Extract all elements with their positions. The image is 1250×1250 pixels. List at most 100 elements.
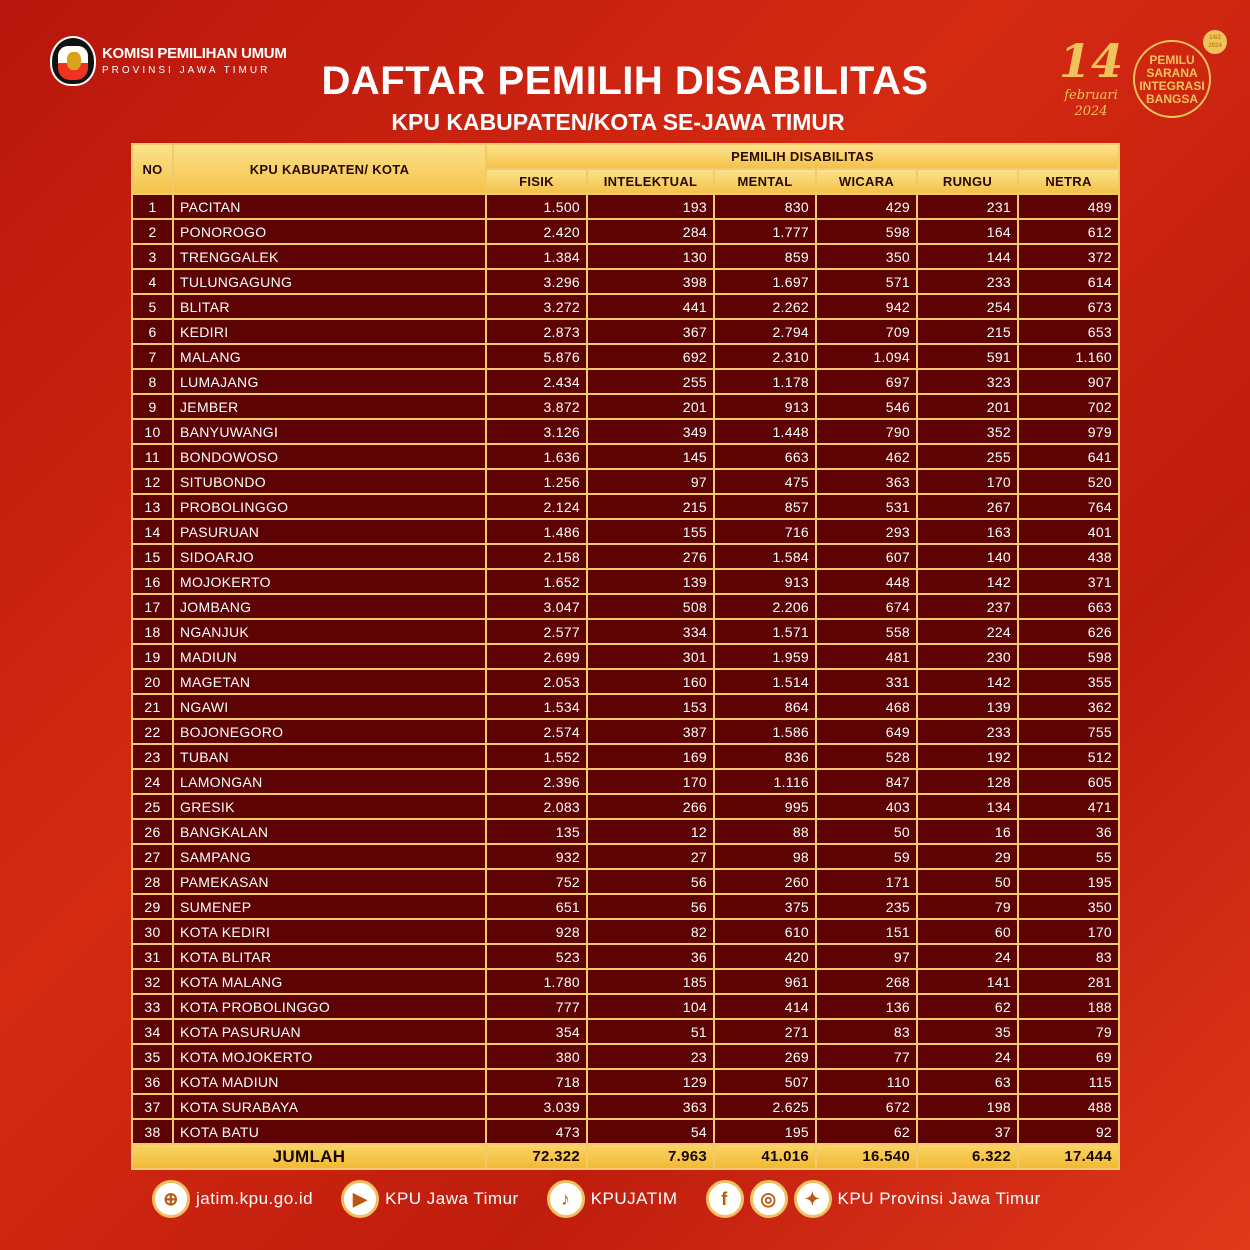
table-row: 17 JOMBANG 3.047 508 2.206 674 237 663 bbox=[131, 593, 1120, 620]
region-name: KOTA KEDIRI bbox=[172, 918, 487, 945]
page-title: DAFTAR PEMILIH DISABILITAS bbox=[321, 59, 929, 103]
cell-wicara: 649 bbox=[815, 718, 918, 745]
row-no: 4 bbox=[131, 268, 174, 295]
cell-rungu: 192 bbox=[916, 743, 1019, 770]
cell-rungu: 24 bbox=[916, 943, 1019, 970]
cell-rungu: 233 bbox=[916, 268, 1019, 295]
cell-fisik: 3.047 bbox=[485, 593, 588, 620]
election-date-logo: 14 februari 2024 bbox=[1058, 34, 1124, 120]
cell-fisik: 1.500 bbox=[485, 193, 588, 220]
cell-intelektual: 367 bbox=[586, 318, 715, 345]
cell-intelektual: 36 bbox=[586, 943, 715, 970]
table-row: 11 BONDOWOSO 1.636 145 663 462 255 641 bbox=[131, 443, 1120, 470]
region-name: LAMONGAN bbox=[172, 768, 487, 795]
cell-mental: 836 bbox=[713, 743, 817, 770]
cell-netra: 401 bbox=[1017, 518, 1120, 545]
row-no: 8 bbox=[131, 368, 174, 395]
cell-netra: 764 bbox=[1017, 493, 1120, 520]
cell-fisik: 2.420 bbox=[485, 218, 588, 245]
cell-fisik: 380 bbox=[485, 1043, 588, 1070]
table-row: 9 JEMBER 3.872 201 913 546 201 702 bbox=[131, 393, 1120, 420]
cell-fisik: 2.053 bbox=[485, 668, 588, 695]
cell-mental: 1.697 bbox=[713, 268, 817, 295]
table-row: 10 BANYUWANGI 3.126 349 1.448 790 352 979 bbox=[131, 418, 1120, 445]
tiktok-link[interactable]: KPUJATIM bbox=[590, 1189, 678, 1208]
table-row: 12 SITUBONDO 1.256 97 475 363 170 520 bbox=[131, 468, 1120, 495]
cell-intelektual: 508 bbox=[586, 593, 715, 620]
cell-wicara: 77 bbox=[815, 1043, 918, 1070]
cell-netra: 626 bbox=[1017, 618, 1120, 645]
cell-fisik: 1.552 bbox=[485, 743, 588, 770]
cell-mental: 88 bbox=[713, 818, 817, 845]
cell-wicara: 462 bbox=[815, 443, 918, 470]
cell-fisik: 932 bbox=[485, 843, 588, 870]
page-subtitle: KPU KABUPATEN/KOTA SE-JAWA TIMUR bbox=[391, 109, 845, 135]
total-rungu: 6.322 bbox=[916, 1143, 1019, 1170]
cell-intelektual: 27 bbox=[586, 843, 715, 870]
total-label: JUMLAH bbox=[131, 1143, 487, 1170]
youtube-link[interactable]: KPU Jawa Timur bbox=[385, 1189, 519, 1208]
table-row: 34 KOTA PASURUAN 354 51 271 83 35 79 bbox=[131, 1018, 1120, 1045]
total-netra: 17.444 bbox=[1017, 1143, 1120, 1170]
row-no: 32 bbox=[131, 968, 174, 995]
cell-fisik: 2.873 bbox=[485, 318, 588, 345]
campaign-date: 14/2 2024 bbox=[1203, 30, 1227, 54]
cell-rungu: 144 bbox=[916, 243, 1019, 270]
row-no: 11 bbox=[131, 443, 174, 470]
row-no: 36 bbox=[131, 1068, 174, 1095]
region-name: MADIUN bbox=[172, 643, 487, 670]
cell-rungu: 254 bbox=[916, 293, 1019, 320]
table-row: 27 SAMPANG 932 27 98 59 29 55 bbox=[131, 843, 1120, 870]
cell-intelektual: 145 bbox=[586, 443, 715, 470]
cell-fisik: 777 bbox=[485, 993, 588, 1020]
cell-intelektual: 441 bbox=[586, 293, 715, 320]
cell-netra: 355 bbox=[1017, 668, 1120, 695]
cell-wicara: 235 bbox=[815, 893, 918, 920]
cell-mental: 830 bbox=[713, 193, 817, 220]
kpu-emblem-icon bbox=[50, 36, 96, 86]
cell-intelektual: 169 bbox=[586, 743, 715, 770]
cell-fisik: 1.486 bbox=[485, 518, 588, 545]
cell-wicara: 293 bbox=[815, 518, 918, 545]
cell-wicara: 83 bbox=[815, 1018, 918, 1045]
table-row: 26 BANGKALAN 135 12 88 50 16 36 bbox=[131, 818, 1120, 845]
row-no: 18 bbox=[131, 618, 174, 645]
social-link[interactable]: KPU Provinsi Jawa Timur bbox=[837, 1189, 1041, 1208]
cell-netra: 188 bbox=[1017, 993, 1120, 1020]
cell-mental: 414 bbox=[713, 993, 817, 1020]
region-name: BOJONEGORO bbox=[172, 718, 487, 745]
region-name: KEDIRI bbox=[172, 318, 487, 345]
region-name: KOTA PROBOLINGGO bbox=[172, 993, 487, 1020]
cell-intelektual: 301 bbox=[586, 643, 715, 670]
cell-netra: 371 bbox=[1017, 568, 1120, 595]
cell-netra: 907 bbox=[1017, 368, 1120, 395]
table-row: 14 PASURUAN 1.486 155 716 293 163 401 bbox=[131, 518, 1120, 545]
cell-rungu: 201 bbox=[916, 393, 1019, 420]
region-name: KOTA SURABAYA bbox=[172, 1093, 487, 1120]
cell-mental: 995 bbox=[713, 793, 817, 820]
row-no: 35 bbox=[131, 1043, 174, 1070]
table-row: 25 GRESIK 2.083 266 995 403 134 471 bbox=[131, 793, 1120, 820]
row-no: 29 bbox=[131, 893, 174, 920]
cell-fisik: 2.396 bbox=[485, 768, 588, 795]
cell-netra: 372 bbox=[1017, 243, 1120, 270]
org-region: PROVINSI JAWA TIMUR bbox=[102, 65, 271, 76]
cell-mental: 260 bbox=[713, 868, 817, 895]
cell-rungu: 255 bbox=[916, 443, 1019, 470]
website-link[interactable]: jatim.kpu.go.id bbox=[196, 1189, 314, 1208]
table-row: 13 PROBOLINGGO 2.124 215 857 531 267 764 bbox=[131, 493, 1120, 520]
cell-netra: 1.160 bbox=[1017, 343, 1120, 370]
cell-fisik: 3.039 bbox=[485, 1093, 588, 1120]
row-no: 1 bbox=[131, 193, 174, 220]
cell-fisik: 135 bbox=[485, 818, 588, 845]
row-no: 13 bbox=[131, 493, 174, 520]
cell-intelektual: 692 bbox=[586, 343, 715, 370]
cell-intelektual: 363 bbox=[586, 1093, 715, 1120]
region-name: MOJOKERTO bbox=[172, 568, 487, 595]
cell-rungu: 62 bbox=[916, 993, 1019, 1020]
cell-intelektual: 51 bbox=[586, 1018, 715, 1045]
cell-netra: 663 bbox=[1017, 593, 1120, 620]
cell-rungu: 50 bbox=[916, 868, 1019, 895]
row-no: 21 bbox=[131, 693, 174, 720]
cell-intelektual: 139 bbox=[586, 568, 715, 595]
